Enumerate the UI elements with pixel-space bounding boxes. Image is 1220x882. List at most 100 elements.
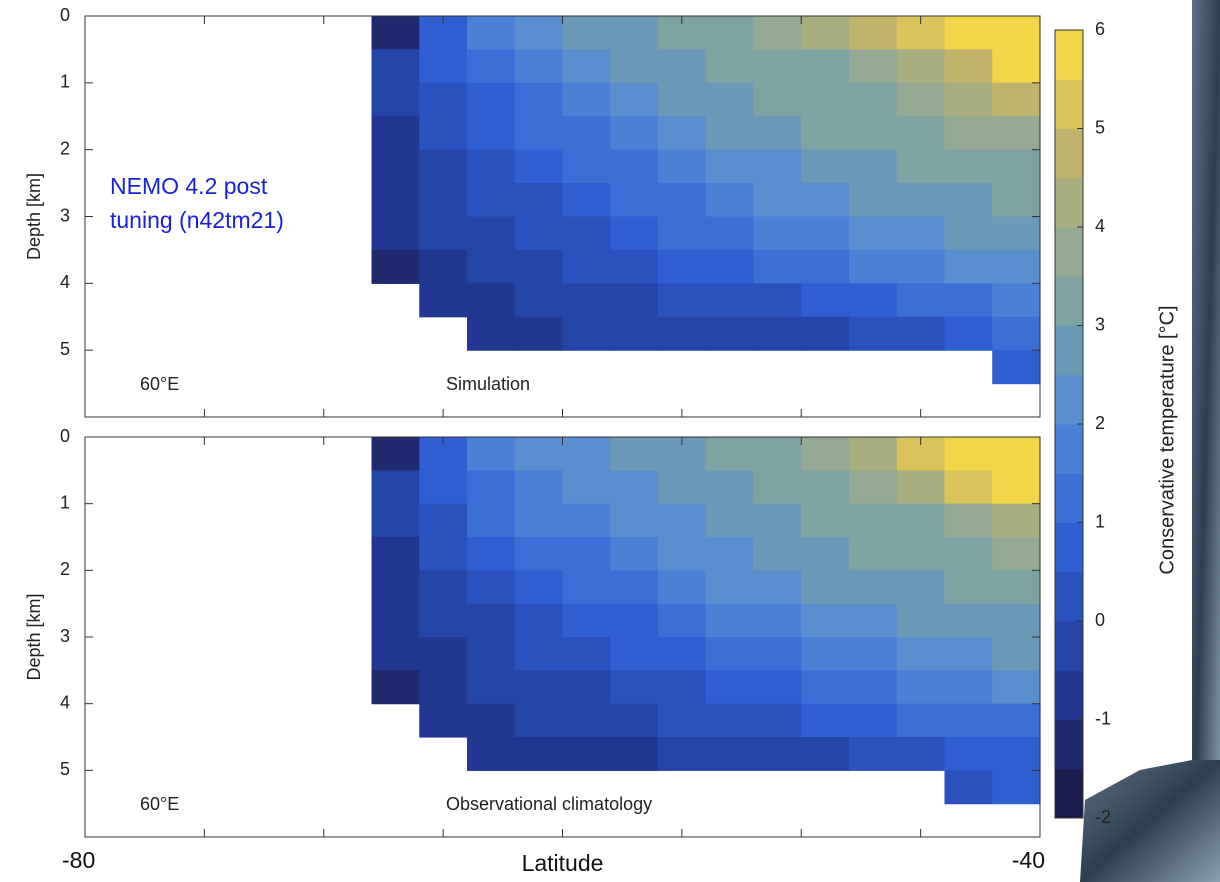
heat-cell xyxy=(562,82,611,117)
heat-cell xyxy=(801,437,850,471)
heat-cell xyxy=(562,116,611,151)
heat-cell xyxy=(944,116,993,151)
heat-cell xyxy=(992,183,1041,218)
heat-cell xyxy=(896,316,946,351)
heat-cell xyxy=(753,183,802,218)
heat-cell xyxy=(992,537,1041,571)
heat-cell xyxy=(801,537,850,571)
heat-cell xyxy=(705,603,755,638)
y-tick-label: 0 xyxy=(60,426,70,446)
heat-cell xyxy=(944,637,993,671)
heat-cell xyxy=(658,537,707,571)
heat-cell xyxy=(514,537,564,571)
colorbar-label: Conservative temperature [°C] xyxy=(1156,305,1178,574)
heat-cell xyxy=(562,537,611,571)
heat-cell xyxy=(992,770,1041,805)
heat-cell xyxy=(658,216,707,251)
colorbar-segment xyxy=(1055,571,1083,622)
heat-cell xyxy=(705,183,755,218)
heat-cell xyxy=(514,503,564,538)
heat-cell xyxy=(944,316,993,351)
y-tick-label: 5 xyxy=(60,759,70,779)
heat-cell xyxy=(896,503,946,538)
heat-cell xyxy=(467,537,516,571)
colorbar-tick-label: 4 xyxy=(1095,216,1105,236)
colorbar-segment xyxy=(1055,719,1083,770)
heat-cell xyxy=(658,737,707,771)
colorbar-segment xyxy=(1055,424,1083,474)
heat-cell xyxy=(896,183,946,218)
heat-cell xyxy=(419,637,468,671)
heat-cell xyxy=(705,737,755,771)
heat-cell xyxy=(658,637,707,671)
heat-cell xyxy=(419,470,468,505)
heat-cell xyxy=(658,570,707,605)
heat-cell xyxy=(801,16,850,51)
heat-cell xyxy=(562,437,611,471)
heat-cell xyxy=(467,149,516,184)
heat-cell xyxy=(705,149,755,184)
heat-cell xyxy=(944,670,993,705)
y-axis-label: Depth [km] xyxy=(24,173,44,260)
colorbar-tick-label: -1 xyxy=(1095,708,1111,728)
heat-cell xyxy=(896,570,946,605)
heat-cell xyxy=(371,670,420,705)
heat-cell xyxy=(562,503,611,538)
heat-cell xyxy=(514,283,564,318)
heat-cell xyxy=(514,316,564,351)
heat-cell xyxy=(849,503,898,538)
heat-cell xyxy=(896,470,946,505)
heat-cell xyxy=(562,470,611,505)
y-tick-label: 1 xyxy=(60,492,70,512)
heat-cell xyxy=(849,737,898,771)
heat-cell xyxy=(419,670,468,705)
heat-cell xyxy=(658,283,707,318)
colorbar-tick-label: 2 xyxy=(1095,413,1105,433)
x-axis-label: Latitude xyxy=(522,850,604,876)
heat-cell xyxy=(896,703,946,738)
heat-cell xyxy=(514,116,564,151)
heat-cell xyxy=(801,49,850,84)
y-tick-label: 5 xyxy=(60,339,70,359)
heat-cell xyxy=(849,703,898,738)
colorbar-tick-label: 3 xyxy=(1095,314,1105,334)
heat-cell xyxy=(467,249,516,284)
heat-cell xyxy=(896,283,946,318)
heat-cell xyxy=(801,82,850,117)
heat-cell xyxy=(419,82,468,117)
heat-cell xyxy=(896,216,946,251)
colorbar-segment xyxy=(1055,276,1083,326)
colorbar-tick-label: -2 xyxy=(1095,807,1111,827)
heat-cell xyxy=(705,116,755,151)
heat-cell xyxy=(896,670,946,705)
heat-cell xyxy=(705,49,755,84)
heat-cell xyxy=(371,470,420,505)
heat-cell xyxy=(801,216,850,251)
heat-cell xyxy=(753,637,802,671)
heat-cell xyxy=(801,470,850,505)
heat-cell xyxy=(753,216,802,251)
heat-cell xyxy=(514,470,564,505)
heat-cell xyxy=(705,437,755,471)
heat-cell xyxy=(753,703,802,738)
heat-cell xyxy=(705,216,755,251)
heat-cell xyxy=(944,770,993,805)
heat-cell xyxy=(467,116,516,151)
heat-cell xyxy=(371,49,420,84)
heat-cell xyxy=(467,603,516,638)
colorbar-segment xyxy=(1055,177,1083,228)
panel-label: Simulation xyxy=(446,374,530,394)
heat-cell xyxy=(896,737,946,771)
heat-cell xyxy=(705,316,755,351)
heat-cell xyxy=(849,316,898,351)
heat-cell xyxy=(801,116,850,151)
y-tick-label: 4 xyxy=(60,692,70,712)
heat-cell xyxy=(467,316,516,351)
heat-cell xyxy=(705,82,755,117)
heat-cell xyxy=(371,16,420,51)
heat-cell xyxy=(801,503,850,538)
heat-cell xyxy=(944,603,993,638)
heat-cell xyxy=(514,603,564,638)
heat-cell xyxy=(610,537,659,571)
heat-cell xyxy=(944,82,993,117)
